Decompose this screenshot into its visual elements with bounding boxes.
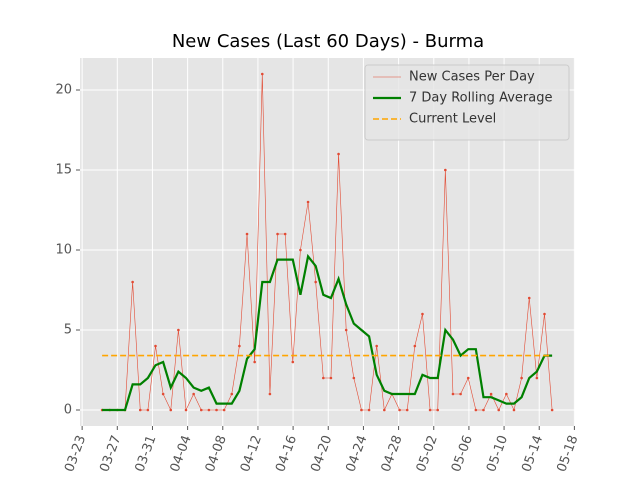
point [413,344,417,348]
point [283,232,287,236]
point [451,392,455,396]
point [383,408,386,412]
point [184,408,188,412]
point [550,408,554,412]
x-tick-label: 03-27 [97,433,124,474]
point [306,200,310,204]
x-tick-label: 05-06 [449,433,476,474]
y-tick-label: 5 [64,323,72,338]
point [398,408,401,412]
point [421,312,424,316]
series-line [102,253,553,412]
point [459,392,462,396]
y-tick-label: 10 [55,243,72,258]
legend-label: 7 Day Rolling Average [409,91,552,106]
point [360,408,363,412]
point [367,408,371,412]
point [322,376,325,380]
x-tick-label: 05-14 [519,433,546,474]
point [444,168,447,172]
point [238,344,241,348]
point [466,376,470,380]
x-tick-label: 04-16 [273,433,300,474]
point [207,408,211,412]
point [215,408,218,412]
x-tick-label: 05-02 [414,433,441,474]
point [154,344,157,348]
point [489,392,493,396]
point [222,408,226,412]
point [497,408,501,412]
point [169,408,173,412]
x-tick-label: 03-23 [62,433,89,474]
y-tick-label: 0 [64,403,72,418]
x-tick-label: 05-18 [554,433,581,474]
point [543,312,546,316]
point [299,248,302,252]
legend-label: Current Level [409,112,496,127]
point [146,408,150,412]
x-tick-label: 04-20 [308,433,335,474]
point [474,408,478,412]
point [405,408,409,412]
point [520,376,523,380]
x-tick-label: 04-24 [343,433,370,474]
point [375,344,378,348]
point [253,360,256,364]
x-tick-label: 04-12 [238,433,265,474]
point [161,392,165,396]
point [276,232,279,236]
point [436,408,440,412]
y-tick-label: 20 [55,83,72,98]
point [199,408,203,412]
x-tick-label: 04-28 [379,433,406,474]
point [177,328,180,332]
point [138,408,142,412]
point [527,296,531,300]
x-tick-label: 03-31 [132,433,159,474]
point [329,376,333,380]
point [314,280,317,284]
point [344,328,348,332]
legend-label: New Cases Per Day [409,70,535,85]
point [352,376,356,380]
legend-box [364,64,570,141]
chart-title: New Cases (Last 60 Days) - Burma [172,31,484,52]
x-tick-label: 04-08 [203,433,230,474]
point [291,360,295,364]
x-tick-label: 05-10 [484,433,511,474]
point [260,72,264,76]
point [482,408,485,412]
point [192,392,195,396]
point [337,152,340,156]
point [512,408,516,412]
x-tick-label: 04-04 [168,433,195,474]
point [230,392,234,396]
point [535,376,539,380]
point [245,232,249,236]
point [428,408,432,412]
point [505,392,508,396]
point [131,280,134,284]
y-tick-label: 15 [55,163,72,178]
point [268,392,272,396]
